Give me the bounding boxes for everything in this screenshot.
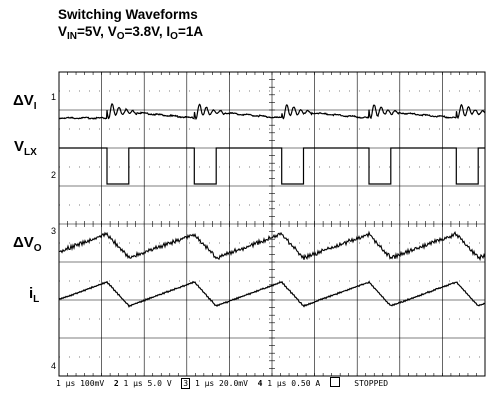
status-ch4: 1 μs 0.50 A <box>267 379 321 388</box>
status-ch1: 1 μs 100mV <box>56 379 105 388</box>
chart-subtitle: VIN=5V, VO=3.8V, IO=1A <box>58 23 203 45</box>
channel-label-il: iL <box>29 285 40 306</box>
subtitle-part-0: VIN=5V, <box>58 24 108 42</box>
status-stop-icon <box>329 377 340 387</box>
ch2-marker: 2 <box>51 170 57 180</box>
status-state: STOPPED <box>354 379 389 388</box>
channel-label-vlx: VLX <box>14 138 37 159</box>
trace-ch1-input-ripple <box>58 102 486 121</box>
subtitle-part-2: IO=1A <box>166 24 204 42</box>
subtitle-part-1: VO=3.8V, <box>107 24 167 42</box>
trace-ch4-inductor-current <box>58 280 486 308</box>
chart-title-block: Switching Waveforms VIN=5V, VO=3.8V, IO=… <box>58 6 203 45</box>
status-ch3-number: 3 <box>181 378 191 389</box>
trace-ch2-switch-node <box>59 147 485 185</box>
ch1-marker: 1 <box>51 92 57 102</box>
scope-status-bar: 1 μs 100mV 2 1 μs 5.0 V 3 1 μs 20.0mV 4 … <box>56 377 484 391</box>
status-ch2: 1 μs 5.0 V <box>123 379 172 388</box>
status-ch2-number: 2 <box>113 379 119 388</box>
status-ch3: 1 μs 20.0mV <box>194 379 248 388</box>
chart-title: Switching Waveforms <box>58 7 198 22</box>
status-ch4-number: 4 <box>257 379 263 388</box>
ch4-marker: 4 <box>51 361 57 371</box>
trace-ch3-output-ripple <box>58 230 486 262</box>
channel-label-dvo: ΔVO <box>13 234 42 255</box>
channel-label-dvi: ΔVI <box>13 92 37 113</box>
ch3-marker: 3 <box>51 226 57 236</box>
